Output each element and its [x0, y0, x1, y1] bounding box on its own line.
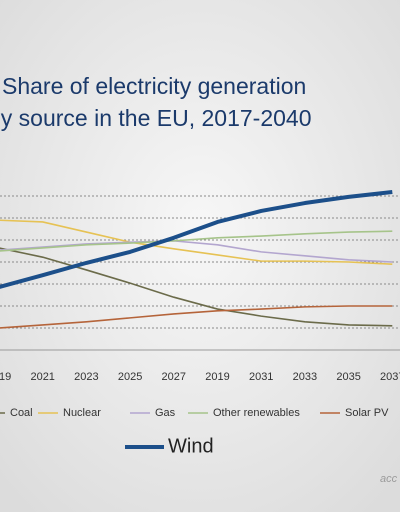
series-line [0, 230, 393, 252]
x-tick-label: 2021 [30, 371, 54, 383]
x-tick-label: 2035 [336, 371, 360, 383]
series-line [0, 240, 393, 263]
x-tick-label: 2027 [162, 371, 186, 383]
x-tick-label: 2023 [74, 371, 98, 383]
legend-label: Gas [155, 407, 176, 419]
x-tick-label: 2019 [0, 371, 11, 383]
x-tick-label: 2037 [380, 371, 400, 383]
legend-label: Wind [168, 435, 214, 457]
legend-label: Other renewables [213, 407, 300, 419]
series-line [0, 219, 393, 265]
legend-label: Nuclear [63, 407, 101, 419]
x-tick-label: 2033 [293, 371, 317, 383]
legend-label: Coal [10, 407, 33, 419]
chart-title: by source in the EU, 2017-2040 [0, 105, 311, 131]
series-line [0, 247, 393, 327]
legend-label: Solar PV [345, 407, 389, 419]
series-line [0, 305, 393, 329]
x-tick-label: 2025 [118, 371, 142, 383]
series-line [0, 190, 393, 289]
x-tick-label: 2031 [249, 371, 273, 383]
x-tick-label: 2019 [205, 371, 229, 383]
chart-title: Share of electricity generation [2, 73, 306, 99]
source: acc [380, 473, 398, 485]
